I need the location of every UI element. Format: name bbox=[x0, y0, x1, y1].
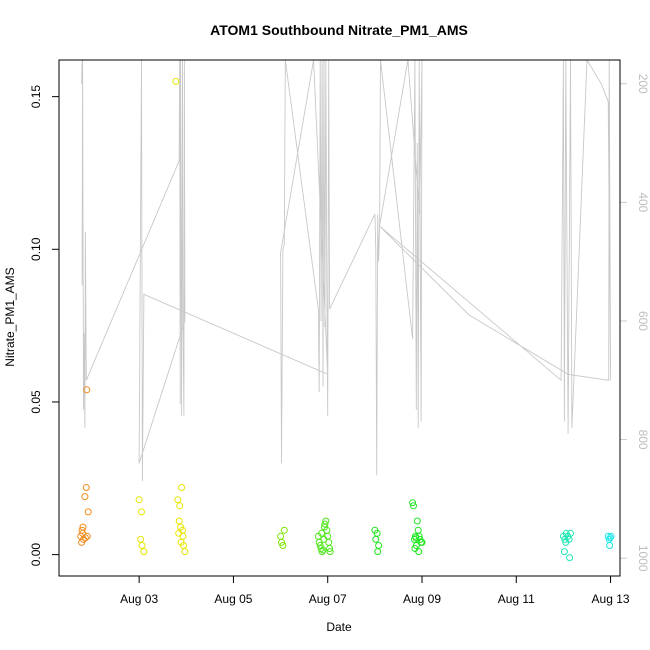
data-point bbox=[324, 532, 332, 540]
data-point bbox=[326, 545, 334, 552]
data-point bbox=[176, 502, 184, 510]
y2-tick-label: 1000 bbox=[636, 545, 650, 572]
data-point bbox=[560, 548, 568, 556]
data-point bbox=[83, 532, 91, 540]
data-point bbox=[606, 534, 614, 542]
y2-tick-label: 200 bbox=[636, 74, 650, 94]
data-point bbox=[78, 526, 86, 534]
x-axis-title: Date bbox=[326, 620, 352, 634]
data-point bbox=[318, 529, 326, 537]
data-point bbox=[374, 548, 382, 556]
data-point bbox=[567, 529, 574, 537]
data-point bbox=[326, 548, 334, 556]
y-tick-label: 0.10 bbox=[29, 237, 43, 261]
data-point bbox=[138, 508, 145, 516]
x-tick-label: Aug 07 bbox=[309, 592, 347, 606]
x-tick-label: Aug 03 bbox=[120, 592, 158, 606]
axes-layer: Aug 03 Aug 05 Aug 07 Aug 09 Aug 11 Aug 13 0.00… bbox=[29, 74, 650, 606]
data-point bbox=[604, 532, 612, 540]
data-point bbox=[375, 542, 383, 549]
data-point bbox=[325, 538, 333, 546]
line-series-layer bbox=[81, 60, 612, 482]
data-point bbox=[413, 517, 421, 525]
scatter-points-layer bbox=[77, 77, 615, 562]
data-point bbox=[172, 77, 180, 85]
x-tick-label: Aug 09 bbox=[403, 592, 441, 606]
data-point bbox=[412, 534, 420, 542]
data-point bbox=[415, 548, 423, 556]
data-point bbox=[418, 538, 426, 546]
data-point bbox=[321, 520, 329, 528]
data-point bbox=[137, 535, 145, 543]
data-point bbox=[319, 546, 327, 554]
y-tick-label: 0.00 bbox=[29, 543, 43, 567]
data-point bbox=[178, 484, 186, 491]
data-point bbox=[372, 535, 380, 543]
data-point bbox=[280, 526, 288, 534]
line-series bbox=[81, 60, 612, 482]
y2-tick-label: 400 bbox=[636, 192, 650, 212]
data-point bbox=[174, 496, 182, 504]
data-point bbox=[415, 532, 423, 540]
x-tick-label: Aug 05 bbox=[214, 592, 252, 606]
y-tick-label: 0.15 bbox=[29, 85, 43, 109]
x-tick-label: Aug 13 bbox=[592, 592, 630, 606]
data-point bbox=[83, 386, 91, 394]
data-point bbox=[140, 548, 148, 556]
data-point bbox=[607, 532, 615, 540]
data-point bbox=[84, 508, 92, 516]
data-point bbox=[175, 529, 183, 537]
x-tick-label: Aug 11 bbox=[498, 592, 535, 606]
data-point bbox=[277, 532, 285, 540]
data-point bbox=[175, 517, 183, 525]
y2-tick-label: 800 bbox=[636, 430, 650, 450]
data-point bbox=[138, 542, 146, 549]
data-point bbox=[414, 526, 422, 534]
data-point bbox=[82, 484, 90, 491]
data-point bbox=[320, 523, 328, 531]
data-point bbox=[606, 542, 614, 549]
data-point bbox=[181, 548, 189, 556]
data-point bbox=[81, 534, 89, 542]
data-point bbox=[409, 499, 417, 507]
data-point bbox=[562, 538, 570, 546]
data-point bbox=[566, 554, 574, 562]
chart-title: ATOM1 Southbound Nitrate_PM1_AMS bbox=[210, 22, 468, 38]
data-point bbox=[279, 542, 287, 549]
y-axis-title: Nitrate_PM1_AMS bbox=[3, 267, 17, 366]
y2-tick-label: 600 bbox=[636, 311, 650, 331]
y-tick-label: 0.05 bbox=[29, 390, 43, 414]
plot-frame bbox=[58, 59, 621, 577]
data-point bbox=[135, 496, 143, 504]
data-point bbox=[410, 502, 417, 510]
data-point bbox=[81, 493, 89, 501]
data-point bbox=[317, 545, 325, 552]
data-point bbox=[179, 532, 187, 540]
